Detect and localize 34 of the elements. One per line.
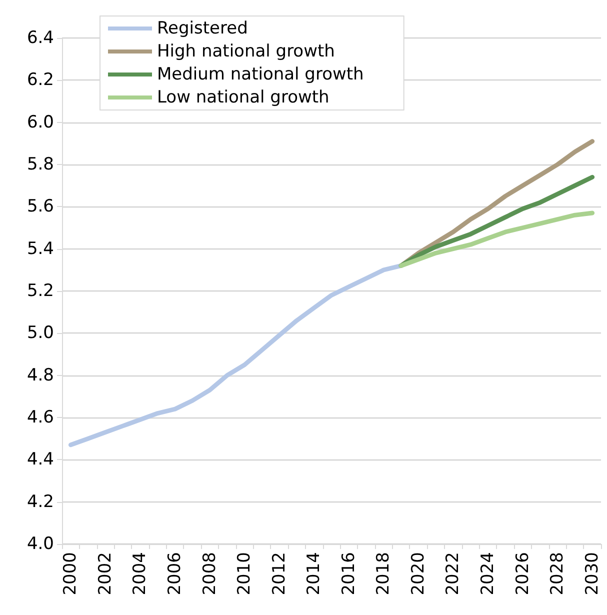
- x-tick-label: 2008: [200, 552, 220, 596]
- legend-label: Low national growth: [157, 88, 330, 108]
- x-tick-label: 2022: [443, 552, 464, 596]
- x-tick-label: 2012: [269, 552, 290, 596]
- x-tick-label: 2024: [478, 552, 498, 596]
- x-tick-label: 2026: [512, 552, 533, 596]
- x-tick-label: 2004: [130, 552, 150, 596]
- x-tick-label: 2030: [582, 552, 602, 596]
- y-tick-label: 4.0: [26, 534, 54, 554]
- y-tick-label: 5.8: [26, 154, 54, 174]
- y-tick-label: 6.0: [26, 112, 54, 132]
- x-tick-label: 2016: [338, 552, 359, 596]
- y-tick-label: 5.6: [26, 196, 54, 217]
- line-series: [398, 210, 595, 268]
- x-tick-label: 2000: [60, 552, 81, 596]
- x-tick-label: 2002: [95, 552, 116, 596]
- x-tick-label: 2028: [548, 552, 568, 596]
- y-tick-label: 5.2: [26, 281, 54, 301]
- x-tick-label: 2020: [408, 552, 428, 596]
- y-tick-label: 4.2: [26, 492, 54, 512]
- y-tick-label: 6.2: [26, 70, 54, 90]
- y-tick-label: 5.0: [26, 323, 54, 344]
- x-tick-label: 2010: [234, 552, 255, 596]
- y-tick-label: 4.8: [26, 365, 54, 386]
- x-tick-label: 2006: [165, 552, 186, 596]
- y-tick-label: 5.4: [26, 238, 54, 259]
- x-tick-label: 2018: [374, 552, 394, 596]
- legend-label: High national growth: [157, 42, 335, 62]
- y-tick-label: 4.4: [26, 450, 54, 470]
- x-tick-label: 2014: [304, 552, 324, 596]
- legend-label: Registered: [157, 18, 248, 38]
- y-tick-label: 6.4: [26, 28, 54, 48]
- legend-label: Medium national growth: [157, 64, 364, 84]
- y-tick-label: 4.6: [26, 408, 54, 428]
